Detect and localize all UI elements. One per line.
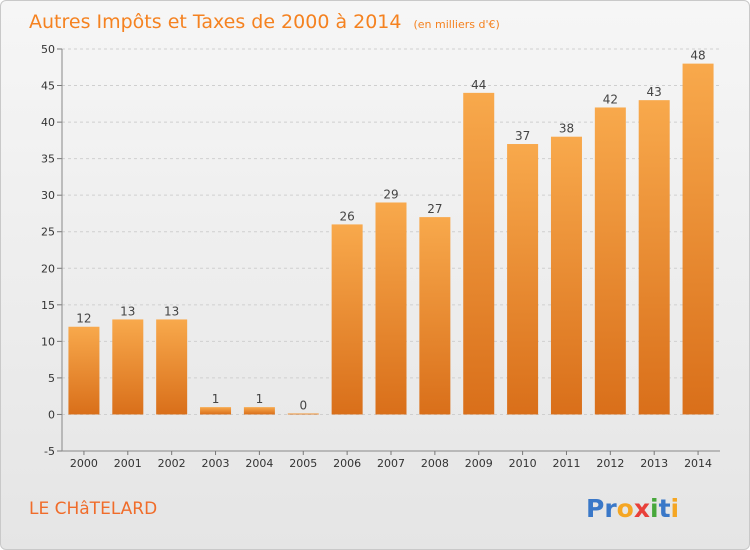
logo-letter: t — [659, 494, 671, 523]
logo-letter: o — [617, 494, 634, 523]
bar-value-label: 13 — [164, 304, 179, 318]
bar — [331, 224, 363, 415]
y-tick-label: 5 — [48, 372, 55, 385]
x-tick-label: 2007 — [377, 457, 405, 470]
y-tick-label: 45 — [41, 80, 55, 93]
x-tick-label: 2005 — [289, 457, 317, 470]
x-tick-label: 2000 — [70, 457, 98, 470]
x-tick-label: 2002 — [158, 457, 186, 470]
bar-value-label: 37 — [515, 129, 530, 143]
bar — [507, 144, 539, 415]
bar-value-label: 1 — [256, 392, 264, 406]
bar — [156, 319, 188, 415]
bar — [594, 107, 626, 415]
bar — [200, 407, 232, 415]
plot-area: -505101520253035404550122000132001132002… — [41, 43, 720, 470]
proxiti-logo: Proxiti — [586, 494, 679, 523]
y-tick-label: 20 — [41, 262, 55, 275]
bar — [463, 92, 495, 415]
bar-value-label: 44 — [471, 78, 486, 92]
bar-value-label: 48 — [690, 49, 705, 63]
bar-value-label: 12 — [76, 312, 91, 326]
x-tick-label: 2006 — [333, 457, 361, 470]
x-tick-label: 2010 — [509, 457, 537, 470]
bar — [550, 136, 582, 415]
bar — [243, 407, 275, 415]
chart-title-main: Autres Impôts et Taxes de 2000 à 2014 — [29, 11, 402, 33]
bar-value-label: 29 — [383, 187, 398, 201]
bar — [68, 326, 100, 415]
chart-subtitle: (en milliers d'€) — [414, 18, 500, 31]
logo-letter: P — [586, 494, 604, 523]
y-tick-label: 10 — [41, 335, 55, 348]
chart-title: Autres Impôts et Taxes de 2000 à 2014 (e… — [29, 11, 500, 33]
bar-value-label: 13 — [120, 304, 135, 318]
bar-value-label: 27 — [427, 202, 442, 216]
x-tick-label: 2013 — [640, 457, 668, 470]
x-tick-label: 2003 — [202, 457, 230, 470]
bar — [112, 319, 144, 415]
x-tick-label: 2009 — [465, 457, 493, 470]
bar-value-label: 38 — [559, 122, 574, 136]
y-tick-label: 30 — [41, 189, 55, 202]
y-tick-label: -5 — [44, 445, 55, 458]
x-tick-label: 2001 — [114, 457, 142, 470]
location-label: LE CHâTELARD — [29, 499, 157, 519]
y-tick-label: 25 — [41, 226, 55, 239]
bar — [682, 63, 714, 415]
x-tick-label: 2008 — [421, 457, 449, 470]
logo-letter: x — [634, 494, 650, 523]
x-tick-label: 2012 — [596, 457, 624, 470]
bar-value-label: 26 — [339, 209, 354, 223]
logo-letter: r — [604, 494, 617, 523]
y-tick-label: 35 — [41, 153, 55, 166]
bar-value-label: 42 — [603, 92, 618, 106]
bar-value-label: 1 — [212, 392, 220, 406]
y-tick-label: 15 — [41, 299, 55, 312]
bar — [287, 413, 319, 415]
x-tick-label: 2004 — [245, 457, 273, 470]
x-tick-label: 2011 — [552, 457, 580, 470]
bar — [419, 217, 451, 415]
logo-letter: i — [650, 494, 659, 523]
bar — [638, 100, 670, 415]
x-tick-label: 2014 — [684, 457, 712, 470]
bar-value-label: 0 — [299, 398, 307, 412]
y-tick-label: 40 — [41, 116, 55, 129]
bar — [375, 202, 407, 415]
bar-value-label: 43 — [647, 85, 662, 99]
y-tick-label: 0 — [48, 408, 55, 421]
y-tick-label: 50 — [41, 43, 55, 56]
logo-letter: i — [671, 494, 680, 523]
